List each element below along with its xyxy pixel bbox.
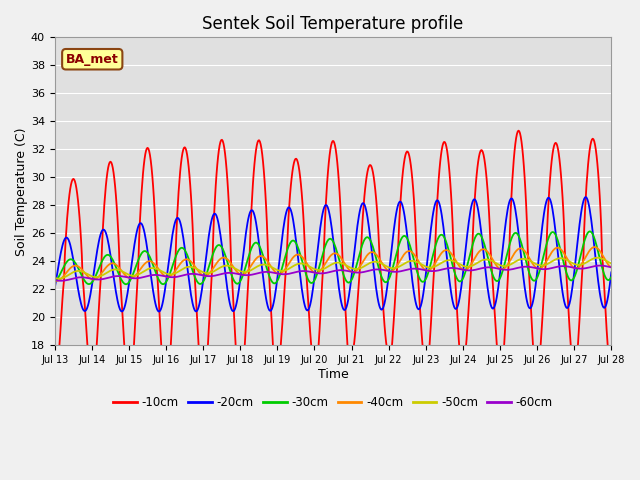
-50cm bbox=[418, 262, 426, 267]
-20cm bbox=[51, 285, 59, 291]
-40cm bbox=[52, 278, 60, 284]
-30cm bbox=[418, 278, 426, 284]
-50cm bbox=[607, 261, 615, 266]
-40cm bbox=[607, 264, 615, 270]
-40cm bbox=[205, 271, 212, 277]
-20cm bbox=[118, 309, 126, 314]
-50cm bbox=[205, 270, 212, 276]
-60cm bbox=[205, 273, 212, 279]
-10cm bbox=[205, 326, 212, 332]
-20cm bbox=[418, 300, 426, 305]
-60cm bbox=[401, 267, 409, 273]
-10cm bbox=[51, 380, 59, 386]
-30cm bbox=[61, 262, 68, 268]
-20cm bbox=[582, 194, 589, 200]
-60cm bbox=[51, 277, 59, 283]
-10cm bbox=[61, 253, 68, 259]
-30cm bbox=[205, 264, 212, 270]
-60cm bbox=[57, 278, 65, 284]
-50cm bbox=[593, 255, 601, 261]
-30cm bbox=[607, 274, 615, 280]
-40cm bbox=[175, 262, 183, 268]
-50cm bbox=[175, 268, 183, 274]
-20cm bbox=[401, 218, 409, 224]
Line: -20cm: -20cm bbox=[55, 197, 611, 312]
-10cm bbox=[118, 305, 126, 311]
-30cm bbox=[51, 279, 59, 285]
-10cm bbox=[125, 394, 133, 399]
Y-axis label: Soil Temperature (C): Soil Temperature (C) bbox=[15, 127, 28, 256]
Line: -30cm: -30cm bbox=[55, 231, 611, 284]
-20cm bbox=[607, 269, 615, 275]
Title: Sentek Soil Temperature profile: Sentek Soil Temperature profile bbox=[202, 15, 463, 33]
-20cm bbox=[61, 236, 68, 242]
-50cm bbox=[401, 260, 409, 266]
-30cm bbox=[122, 281, 130, 287]
-30cm bbox=[175, 246, 183, 252]
Line: -60cm: -60cm bbox=[55, 265, 611, 281]
-50cm bbox=[61, 274, 69, 279]
Line: -40cm: -40cm bbox=[55, 247, 611, 281]
-40cm bbox=[418, 263, 426, 269]
-30cm bbox=[118, 278, 126, 284]
Line: -50cm: -50cm bbox=[55, 258, 611, 279]
-10cm bbox=[515, 128, 522, 133]
-10cm bbox=[418, 331, 426, 337]
-50cm bbox=[56, 276, 63, 282]
-40cm bbox=[51, 278, 59, 284]
-20cm bbox=[205, 233, 212, 239]
-60cm bbox=[418, 266, 426, 272]
-30cm bbox=[401, 233, 409, 239]
-60cm bbox=[175, 274, 183, 279]
-10cm bbox=[401, 152, 409, 158]
-40cm bbox=[591, 244, 598, 250]
-40cm bbox=[61, 271, 69, 276]
-40cm bbox=[119, 270, 127, 276]
X-axis label: Time: Time bbox=[317, 368, 348, 381]
-60cm bbox=[607, 264, 615, 270]
-10cm bbox=[175, 178, 183, 184]
Text: BA_met: BA_met bbox=[66, 53, 118, 66]
-60cm bbox=[119, 274, 127, 279]
-10cm bbox=[607, 370, 615, 376]
-40cm bbox=[401, 250, 409, 256]
-20cm bbox=[156, 309, 163, 314]
-50cm bbox=[119, 269, 127, 275]
-30cm bbox=[586, 228, 593, 234]
-50cm bbox=[51, 275, 59, 281]
-60cm bbox=[61, 277, 69, 283]
-60cm bbox=[596, 263, 604, 268]
-20cm bbox=[175, 217, 183, 223]
Line: -10cm: -10cm bbox=[55, 131, 611, 396]
Legend: -10cm, -20cm, -30cm, -40cm, -50cm, -60cm: -10cm, -20cm, -30cm, -40cm, -50cm, -60cm bbox=[108, 391, 557, 414]
